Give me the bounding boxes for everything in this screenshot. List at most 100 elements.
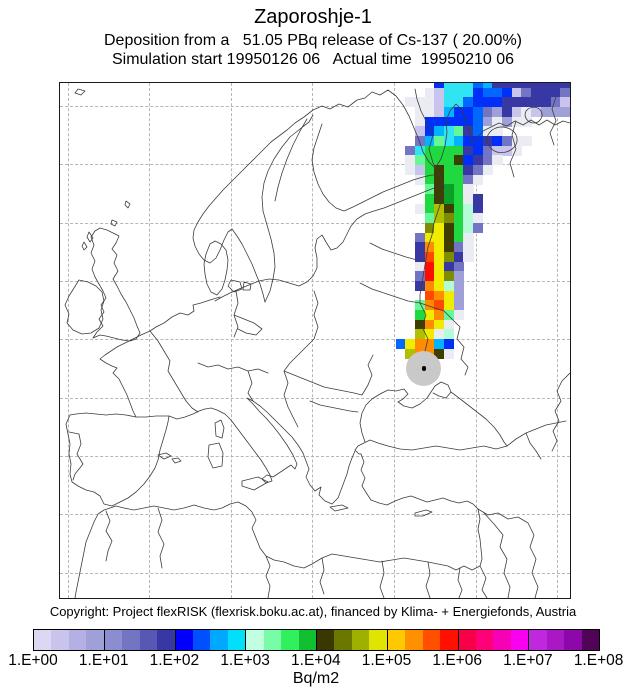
deposition-cell	[463, 87, 474, 98]
deposition-cell	[444, 116, 455, 127]
deposition-cell	[453, 290, 464, 301]
deposition-cell	[453, 242, 464, 253]
turkey-south-coast	[370, 495, 479, 510]
colorbar	[33, 629, 600, 651]
deposition-cell	[424, 107, 435, 118]
deposition-cell	[521, 107, 532, 118]
deposition-cell	[424, 319, 435, 330]
deposition-cell	[424, 97, 435, 108]
deposition-cell	[444, 136, 455, 147]
deposition-cell	[463, 213, 474, 224]
deposition-cell	[550, 83, 561, 89]
deposition-cell	[531, 87, 542, 98]
deposition-cell	[540, 97, 551, 108]
deposition-cell	[434, 213, 445, 224]
deposition-cell	[424, 87, 435, 98]
deposition-cell	[434, 339, 445, 350]
colorbar-cell	[510, 630, 529, 650]
deposition-cell	[453, 300, 464, 311]
deposition-cell	[482, 155, 493, 166]
deposition-cell	[424, 339, 435, 350]
deposition-cell	[415, 339, 426, 350]
great-britain	[90, 227, 141, 342]
colorbar-cell	[334, 630, 352, 650]
deposition-cell	[463, 155, 474, 166]
deposition-cell	[434, 87, 445, 98]
crete	[329, 504, 349, 512]
colorbar-cell	[34, 630, 52, 650]
corsica	[214, 419, 225, 439]
caucasus-caspian	[506, 372, 570, 460]
scottish-isles	[81, 200, 131, 251]
deposition-cell	[415, 310, 426, 321]
deposition-cell	[424, 242, 435, 253]
gridline-horizontal	[60, 456, 570, 457]
gridline-vertical	[557, 83, 559, 598]
deposition-cell	[434, 319, 445, 330]
deposition-cell	[424, 232, 435, 243]
deposition-cell	[434, 145, 445, 156]
deposition-cell	[492, 107, 503, 118]
deposition-cell	[444, 329, 455, 340]
colorbar-cell	[422, 630, 441, 650]
deposition-cell	[415, 136, 426, 147]
deposition-cell	[424, 203, 435, 214]
deposition-cell	[492, 145, 503, 156]
gridline-horizontal	[60, 572, 570, 574]
deposition-cell	[434, 310, 445, 321]
deposition-cell	[521, 136, 532, 147]
balearics	[157, 452, 182, 464]
deposition-cell	[453, 145, 464, 156]
deposition-cell	[463, 232, 474, 243]
colorbar-tick-label: 1.E+06	[432, 652, 482, 669]
baltic-coast	[214, 182, 445, 302]
colorbar-cell	[51, 630, 69, 650]
deposition-cell	[521, 87, 532, 98]
gridline-horizontal	[60, 339, 570, 341]
deposition-cell	[473, 87, 484, 98]
deposition-cell	[473, 223, 484, 234]
colorbar-tick-label: 1.E+01	[78, 652, 129, 669]
deposition-cell	[492, 155, 503, 166]
deposition-cell	[482, 136, 493, 147]
colorbar-cell	[581, 630, 599, 650]
deposition-cell	[502, 107, 513, 118]
deposition-cell	[453, 136, 464, 147]
deposition-cell	[463, 174, 474, 185]
deposition-cell	[434, 165, 445, 176]
deposition-cell	[415, 174, 426, 185]
deposition-cell	[434, 155, 445, 166]
deposition-cell	[444, 126, 455, 137]
deposition-cell	[434, 300, 445, 311]
deposition-cell	[415, 271, 426, 282]
deposition-cell	[434, 329, 445, 340]
colorbar-cell	[440, 630, 458, 650]
deposition-cell	[424, 116, 435, 127]
deposition-cell	[415, 319, 426, 330]
deposition-cell	[521, 116, 532, 127]
deposition-cell	[424, 145, 435, 156]
deposition-cell	[511, 136, 522, 147]
deposition-cell	[424, 290, 435, 301]
deposition-cell	[424, 281, 435, 292]
deposition-cell	[434, 252, 445, 263]
gridline-vertical	[68, 83, 70, 598]
deposition-cell	[540, 107, 551, 118]
deposition-cell	[444, 203, 455, 214]
deposition-cell	[453, 126, 464, 137]
deposition-cell	[473, 136, 484, 147]
colorbar-cell	[86, 630, 104, 650]
turkey-west-coast	[360, 453, 372, 501]
deposition-cell	[453, 107, 464, 118]
deposition-cell	[550, 107, 561, 118]
colorbar-cell	[493, 630, 511, 650]
deposition-cell	[453, 116, 464, 127]
deposition-cell	[444, 107, 455, 118]
deposition-cell	[444, 194, 455, 205]
deposition-cell	[434, 107, 445, 118]
colorbar-cell	[157, 630, 175, 650]
deposition-cell	[444, 310, 455, 321]
deposition-cell	[473, 145, 484, 156]
deposition-cell	[444, 87, 455, 98]
pyrenees-border	[135, 415, 170, 418]
